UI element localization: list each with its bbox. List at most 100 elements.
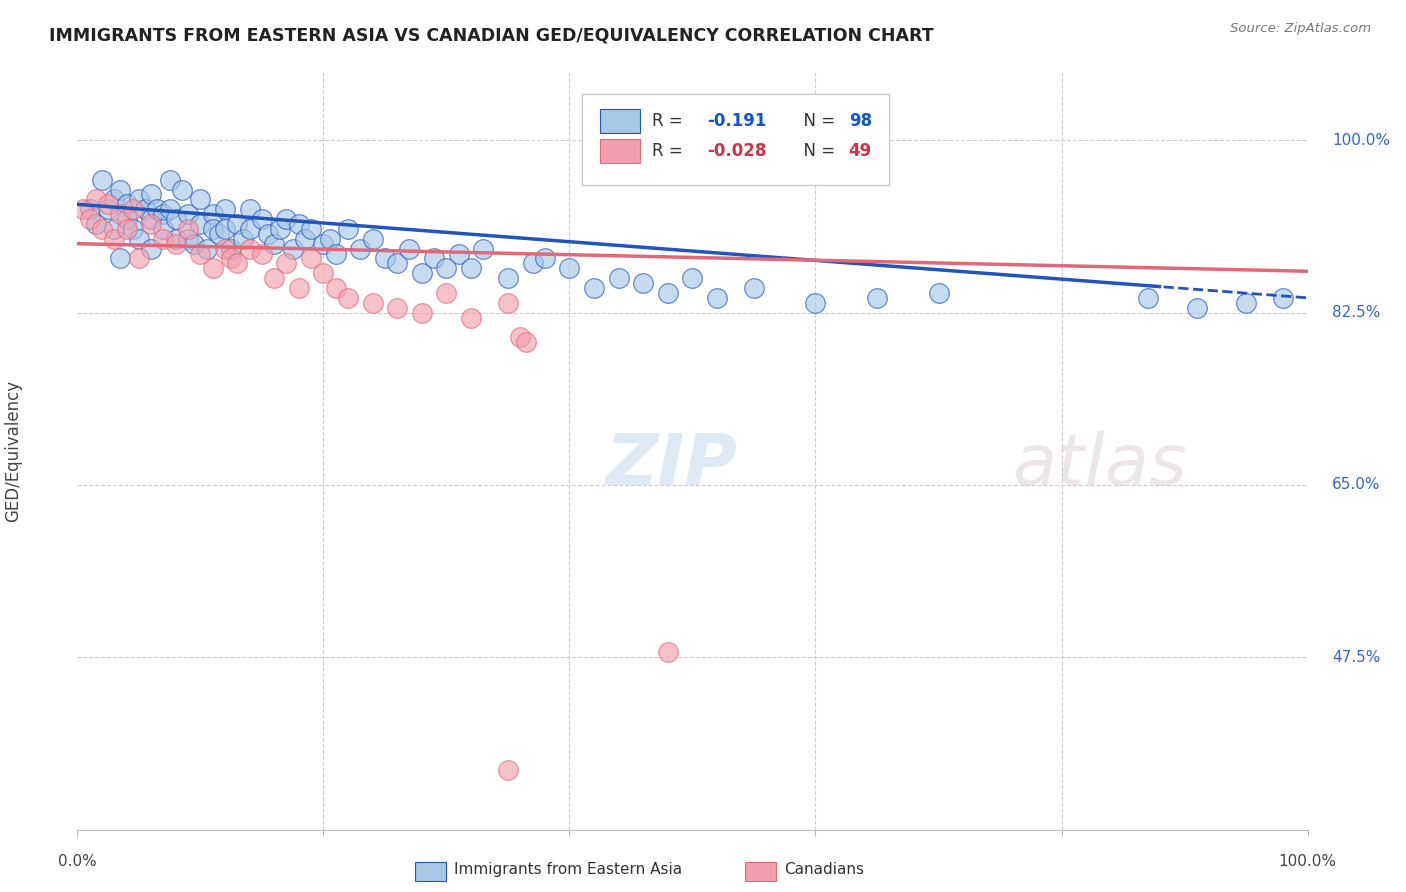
Point (239, 222, 262, 236)
Point (460, 261, 482, 276)
Point (134, 202, 156, 217)
Point (208, 227, 231, 241)
Point (250, 212, 273, 227)
Point (188, 217, 212, 231)
Point (97, 197, 120, 211)
Point (110, 252, 132, 266)
FancyBboxPatch shape (582, 95, 890, 186)
Point (72, 202, 94, 217)
Point (110, 182, 132, 196)
Point (928, 285, 950, 300)
Text: 98: 98 (849, 112, 872, 129)
Point (79, 212, 101, 227)
Point (1136, 291, 1159, 305)
Point (103, 222, 125, 236)
Point (436, 261, 458, 276)
Point (411, 305, 433, 319)
Point (558, 261, 581, 276)
Point (325, 246, 347, 260)
Point (299, 222, 322, 236)
Text: 0.0%: 0.0% (58, 855, 97, 869)
Point (633, 276, 655, 290)
Point (522, 256, 544, 270)
Point (115, 222, 138, 236)
Point (263, 236, 285, 251)
Point (141, 212, 163, 227)
Point (706, 291, 728, 305)
Point (170, 182, 193, 196)
Point (226, 217, 249, 231)
Text: 100.0%: 100.0% (1333, 133, 1391, 148)
Point (276, 256, 298, 270)
Point (472, 242, 495, 256)
Point (361, 295, 384, 310)
Point (141, 242, 163, 256)
Text: Immigrants from Eastern Asia: Immigrants from Eastern Asia (454, 863, 682, 877)
Text: 82.5%: 82.5% (1333, 305, 1381, 320)
Point (436, 285, 458, 300)
Point (657, 645, 679, 659)
Point (188, 246, 212, 260)
Point (269, 222, 291, 236)
Point (165, 236, 187, 251)
Point (337, 222, 360, 236)
Point (263, 271, 285, 285)
Text: -0.028: -0.028 (707, 142, 766, 160)
Point (509, 330, 531, 344)
Point (165, 212, 187, 227)
Point (214, 222, 236, 236)
Text: R =: R = (652, 112, 688, 129)
Point (607, 271, 630, 285)
Point (84, 193, 107, 207)
Point (239, 202, 262, 217)
Text: 100.0%: 100.0% (1278, 855, 1337, 869)
Text: N =: N = (793, 112, 841, 129)
Point (534, 252, 557, 266)
Point (152, 222, 174, 236)
Point (657, 285, 679, 300)
Point (152, 232, 174, 246)
Point (141, 187, 163, 202)
Point (201, 261, 224, 276)
Point (141, 217, 163, 231)
Point (159, 172, 181, 186)
Point (361, 232, 384, 246)
Point (398, 242, 420, 256)
Point (128, 252, 150, 266)
Point (195, 242, 218, 256)
Point (214, 202, 236, 217)
Point (1272, 291, 1295, 305)
Point (177, 232, 200, 246)
Bar (600, 109, 640, 133)
Point (496, 295, 519, 310)
Point (201, 207, 224, 221)
Point (250, 246, 273, 260)
Point (349, 242, 371, 256)
Point (110, 207, 132, 221)
Point (460, 310, 482, 325)
Text: -0.191: -0.191 (707, 112, 766, 129)
Point (188, 193, 212, 207)
Point (226, 256, 249, 270)
Text: GED/Equivalency: GED/Equivalency (4, 379, 22, 522)
Point (79, 202, 101, 217)
Point (257, 227, 280, 241)
Text: 47.5%: 47.5% (1333, 649, 1381, 665)
Bar (600, 139, 640, 163)
Point (121, 202, 143, 217)
Point (312, 236, 335, 251)
Point (423, 252, 446, 266)
Point (682, 271, 704, 285)
Text: ZIP: ZIP (606, 431, 738, 500)
Point (90, 172, 114, 186)
Point (115, 197, 138, 211)
Text: N =: N = (793, 142, 841, 160)
Point (583, 281, 606, 295)
Point (165, 232, 187, 246)
Point (159, 202, 181, 217)
Point (288, 281, 311, 295)
Point (385, 301, 409, 315)
Point (121, 222, 143, 236)
Point (276, 212, 298, 227)
Point (385, 256, 409, 270)
